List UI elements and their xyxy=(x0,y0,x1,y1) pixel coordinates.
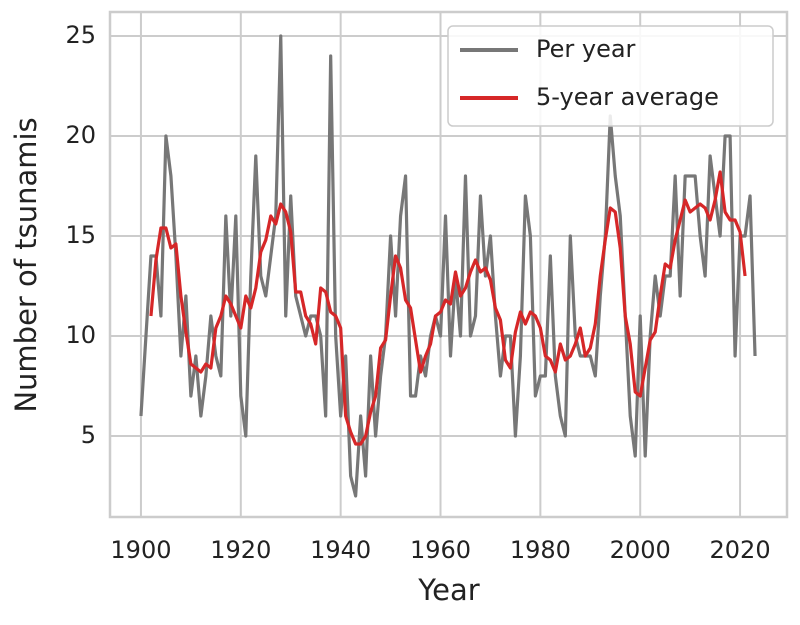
legend-box xyxy=(447,25,774,127)
x-tick-label: 2000 xyxy=(610,536,671,564)
x-tick-label: 1980 xyxy=(510,536,571,564)
x-tick-label: 1900 xyxy=(110,536,171,564)
y-tick-label: 15 xyxy=(65,221,96,249)
line-series xyxy=(139,34,757,498)
plot-frame xyxy=(108,10,789,519)
x-axis-label: Year xyxy=(417,573,479,607)
x-tick-label: 2020 xyxy=(710,536,771,564)
x-tick-label: 1940 xyxy=(310,536,371,564)
y-axis-label: Number of tsunamis xyxy=(9,117,43,412)
y-tick-label: 10 xyxy=(65,321,96,349)
x-tick-label: 1920 xyxy=(210,536,271,564)
y-tick-label: 20 xyxy=(65,121,96,149)
legend-label: Per year xyxy=(536,35,636,63)
x-tick-label: 1960 xyxy=(410,536,471,564)
line-series xyxy=(149,170,747,446)
y-tick-label: 25 xyxy=(65,21,96,49)
y-tick-label: 5 xyxy=(81,421,96,449)
legend-label: 5-year average xyxy=(536,83,719,111)
legend: Per year 5-year average xyxy=(447,25,774,127)
